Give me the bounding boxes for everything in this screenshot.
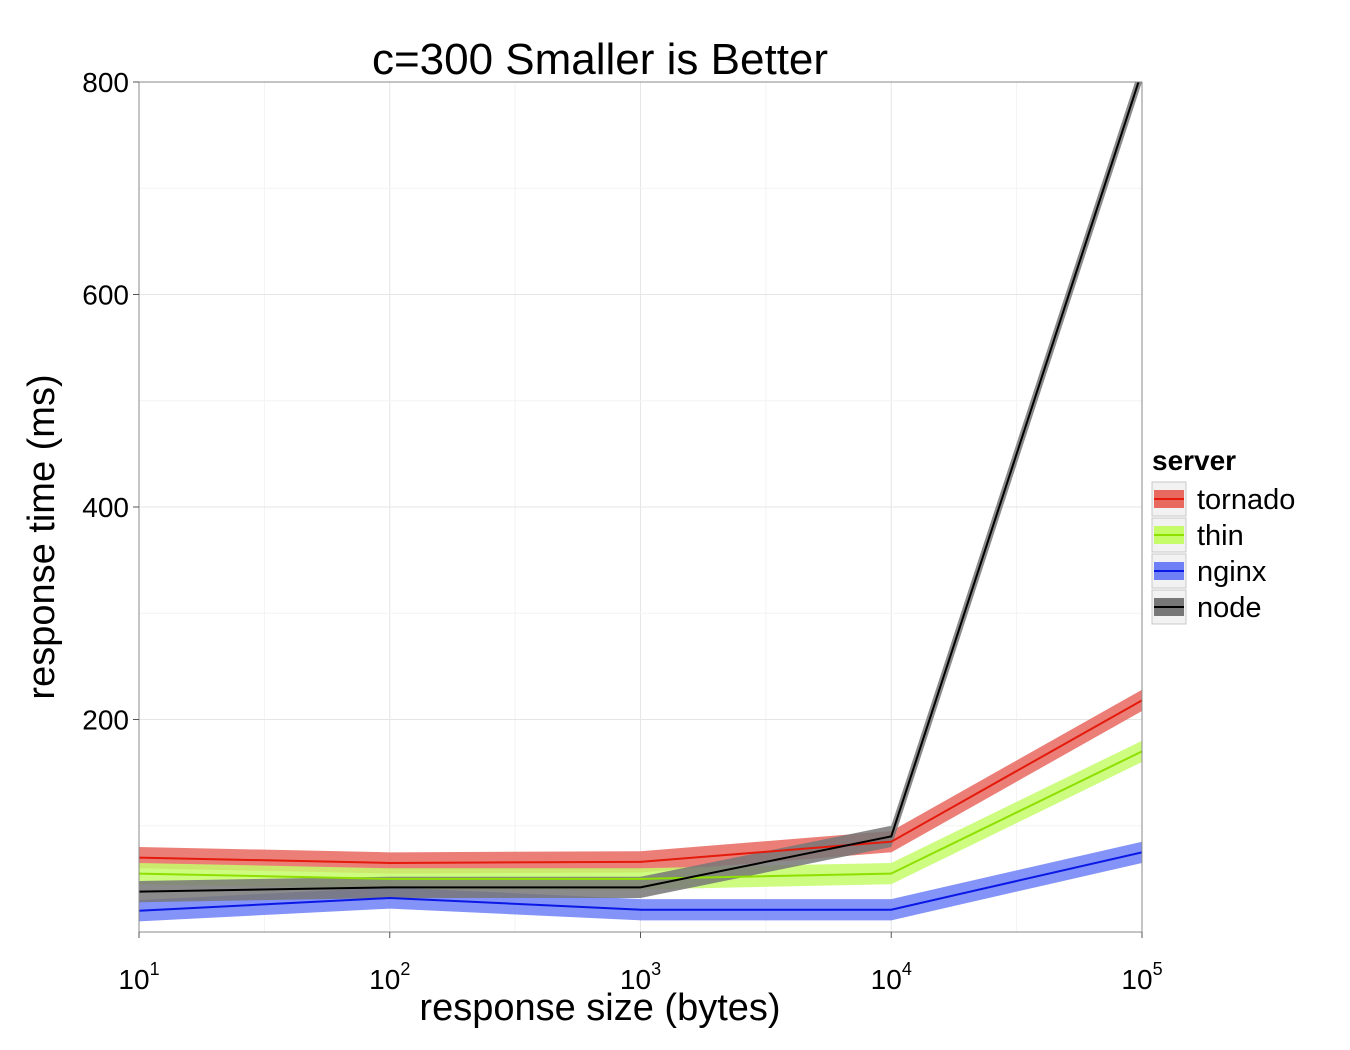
x-tick-label: 101 — [118, 959, 159, 995]
chart-title: c=300 Smaller is Better — [372, 35, 828, 84]
legend-title: server — [1152, 445, 1236, 476]
band-tornado — [139, 689, 1142, 874]
line-thin — [139, 750, 1142, 880]
y-axis-label: response time (ms) — [21, 374, 63, 699]
line-node — [139, 82, 1140, 893]
x-tick-label: 105 — [1121, 959, 1162, 995]
band-nginx — [139, 841, 1142, 922]
legend-label-thin: thin — [1197, 520, 1244, 552]
gridlines — [138, 81, 1143, 932]
confidence-bands — [139, 82, 1142, 922]
y-tick-label: 600 — [82, 280, 129, 311]
y-tick-label: 800 — [82, 67, 129, 98]
legend: server tornado thin nginx node — [1151, 445, 1295, 625]
series-lines — [139, 82, 1142, 912]
line-nginx — [139, 851, 1142, 912]
y-tick-label: 200 — [82, 705, 129, 736]
line-tornado — [139, 699, 1142, 864]
band-thin — [139, 740, 1142, 890]
x-axis-label: response size (bytes) — [419, 987, 780, 1029]
legend-label-node: node — [1197, 592, 1262, 624]
legend-label-tornado: tornado — [1197, 484, 1295, 516]
legend-label-nginx: nginx — [1197, 556, 1267, 588]
x-tick-label: 104 — [871, 959, 912, 995]
y-tick-label: 400 — [82, 492, 129, 523]
x-tick-label: 102 — [369, 959, 410, 995]
